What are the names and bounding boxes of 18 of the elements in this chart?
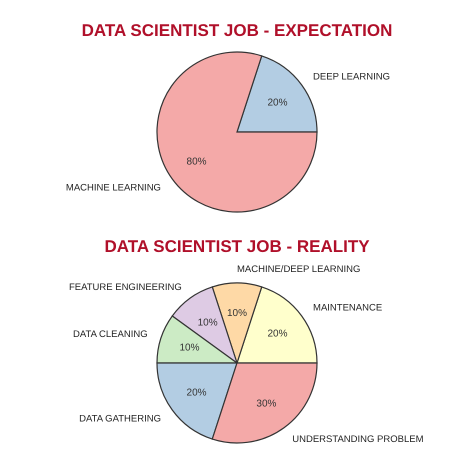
data-label: 10% — [226, 308, 248, 319]
data-label: 80% — [186, 156, 207, 168]
data-label: 20% — [186, 387, 207, 398]
slice-label: MACHINE/DEEP LEARNING — [237, 264, 360, 275]
data-label: 20% — [267, 328, 288, 340]
data-label: 30% — [256, 398, 277, 410]
data-label: 20% — [267, 98, 288, 109]
data-label: 10% — [179, 342, 200, 354]
slice-label: DEEP LEARNING — [313, 72, 390, 83]
slice-label: MAINTENANCE — [313, 302, 382, 314]
slice-label: FEATURE ENGINEERING — [68, 282, 182, 293]
data-label: 10% — [198, 318, 218, 329]
chart-title: DATA SCIENTIST JOB - REALITY — [104, 237, 370, 256]
slice-label: MACHINE LEARNING — [66, 182, 161, 194]
slice-label: DATA CLEANING — [72, 328, 148, 340]
chart-title: DATA SCIENTIST JOB - EXPECTATION — [82, 21, 392, 40]
slice-label: UNDERSTANDING PROBLEM — [292, 434, 424, 446]
slice-label: DATA GATHERING — [79, 413, 161, 424]
